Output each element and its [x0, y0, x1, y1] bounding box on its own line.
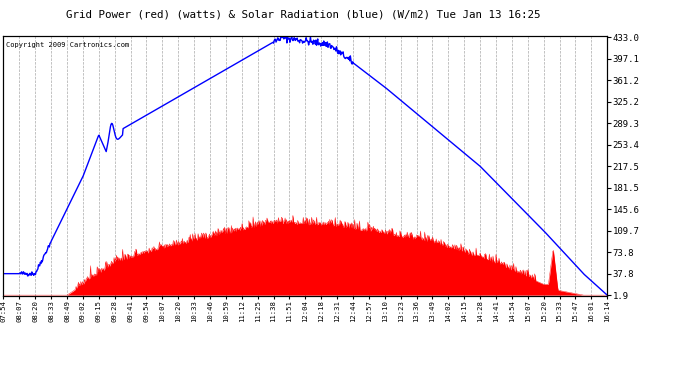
Text: Grid Power (red) (watts) & Solar Radiation (blue) (W/m2) Tue Jan 13 16:25: Grid Power (red) (watts) & Solar Radiati… [66, 9, 541, 20]
Text: Copyright 2009 Cartronics.com: Copyright 2009 Cartronics.com [6, 42, 130, 48]
